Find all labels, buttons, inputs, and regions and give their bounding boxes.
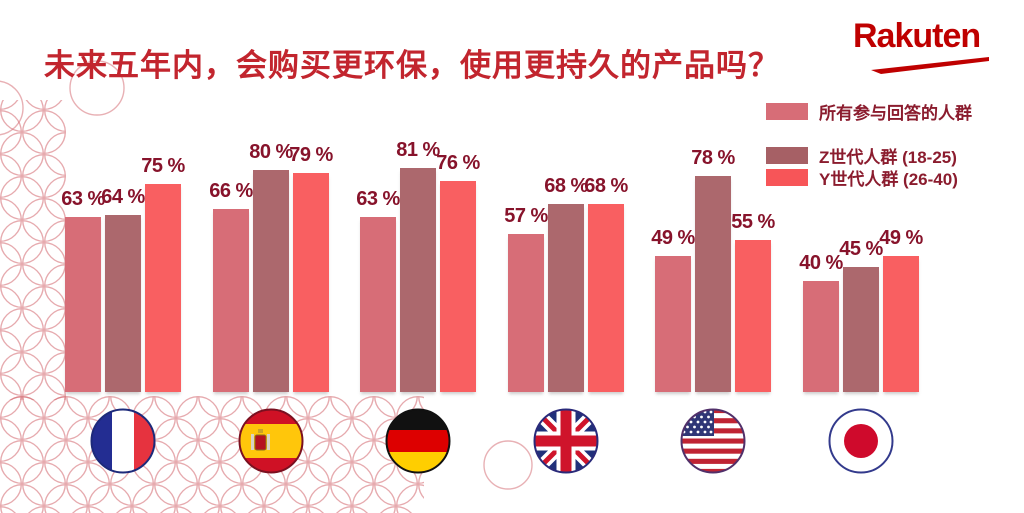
bar-value-label: 63 % <box>61 188 105 210</box>
bar <box>735 240 771 392</box>
legend-item-2: Y世代人群 (26-40) <box>766 166 972 189</box>
bar-wrap: 79 % <box>289 144 333 392</box>
bar-wrap: 66 % <box>209 180 253 392</box>
bar-value-label: 80 % <box>249 141 293 163</box>
bar-wrap: 57 % <box>504 205 548 392</box>
bar <box>65 217 101 392</box>
bar <box>105 215 141 392</box>
bar-group-usa: 49 % 78 % 55 % <box>651 147 775 392</box>
bar-wrap: 75 % <box>141 155 185 392</box>
bar-wrap: 68 % <box>544 175 588 392</box>
bar-group-germany: 63 % 81 % 76 % <box>356 139 480 392</box>
bar <box>145 184 181 392</box>
bar-wrap: 40 % <box>799 252 843 392</box>
bar-value-label: 49 % <box>879 227 923 249</box>
bar-value-label: 76 % <box>436 152 480 174</box>
bar-wrap: 55 % <box>731 211 775 392</box>
legend-swatch-icon <box>766 102 808 120</box>
bar-wrap: 64 % <box>101 186 145 392</box>
bar-value-label: 79 % <box>289 144 333 166</box>
bar-value-label: 78 % <box>691 147 735 169</box>
bar-group-united-kingdom: 57 % 68 % 68 % <box>504 175 628 392</box>
bar-wrap: 63 % <box>61 188 105 392</box>
bar-value-label: 63 % <box>356 188 400 210</box>
bar-wrap: 80 % <box>249 141 293 392</box>
bar-wrap: 49 % <box>651 227 695 392</box>
bar <box>548 204 584 392</box>
bar-value-label: 55 % <box>731 211 775 233</box>
bar-value-label: 75 % <box>141 155 185 177</box>
bar-wrap: 81 % <box>396 139 440 392</box>
legend-item-1: Z世代人群 (18-25) <box>766 144 972 167</box>
bar <box>843 267 879 392</box>
bar-wrap: 45 % <box>839 238 883 392</box>
bar-group-france: 63 % 64 % 75 % <box>61 155 185 392</box>
bar-value-label: 68 % <box>544 175 588 197</box>
rakuten-swoosh-icon <box>871 57 989 75</box>
bar-wrap: 78 % <box>691 147 735 392</box>
chart-legend: 所有参与回答的人群 Z世代人群 (18-25) Y世代人群 (26-40) <box>766 100 972 189</box>
bar-group-spain: 66 % 80 % 79 % <box>209 141 333 392</box>
page-title: 未来五年内，会购买更环保，使用更持久的产品吗？ <box>44 48 780 83</box>
legend-label: Y世代人群 (26-40) <box>819 169 958 189</box>
bar <box>253 170 289 392</box>
bar <box>588 204 624 392</box>
bar-value-label: 57 % <box>504 205 548 227</box>
legend-swatch-icon <box>766 168 808 186</box>
legend-label: Z世代人群 (18-25) <box>819 147 957 167</box>
bar-wrap: 63 % <box>356 188 400 392</box>
bar-wrap: 76 % <box>436 152 480 392</box>
bar-value-label: 40 % <box>799 252 843 274</box>
bar <box>655 256 691 392</box>
legend-item-0: 所有参与回答的人群 <box>766 100 972 123</box>
bar <box>695 176 731 392</box>
bar <box>400 168 436 392</box>
legend-swatch-icon <box>766 146 808 164</box>
bar-value-label: 49 % <box>651 227 695 249</box>
bar <box>213 209 249 392</box>
legend-label: 所有参与回答的人群 <box>819 103 972 123</box>
bar-value-label: 66 % <box>209 180 253 202</box>
bar <box>360 217 396 392</box>
bar <box>508 234 544 392</box>
bar-wrap: 49 % <box>879 227 923 392</box>
bar <box>293 173 329 392</box>
bar-group-japan: 40 % 45 % 49 % <box>799 227 923 392</box>
bar-value-label: 81 % <box>396 139 440 161</box>
rakuten-wordmark: Rakuten <box>853 17 981 55</box>
rakuten-logo: Rakuten <box>853 17 1003 75</box>
bar-value-label: 45 % <box>839 238 883 260</box>
bar-value-label: 68 % <box>584 175 628 197</box>
bar <box>803 281 839 392</box>
bar-wrap: 68 % <box>584 175 628 392</box>
bar <box>883 256 919 392</box>
bar-value-label: 64 % <box>101 186 145 208</box>
bar <box>440 181 476 392</box>
